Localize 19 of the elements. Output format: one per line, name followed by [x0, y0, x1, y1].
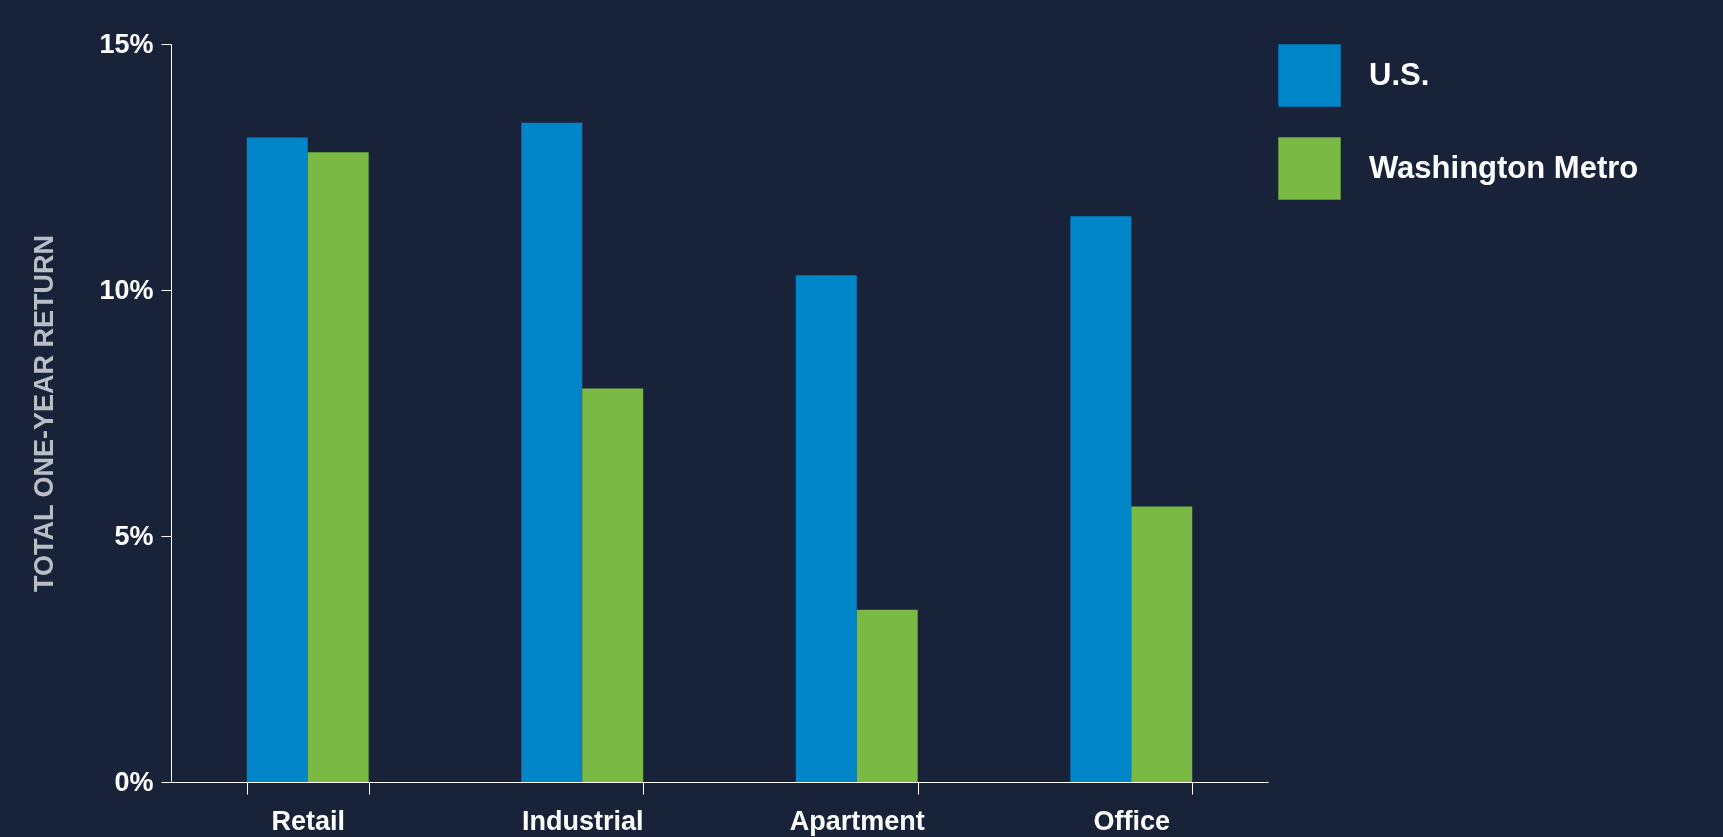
y-tick-label: 10% — [99, 274, 154, 305]
bar — [856, 609, 918, 782]
y-tick-label: 15% — [99, 28, 154, 59]
x-tick-label: Retail — [271, 805, 345, 836]
bar — [307, 152, 369, 782]
bar — [1070, 216, 1132, 782]
bar — [521, 122, 583, 782]
bar — [582, 388, 644, 782]
bar — [246, 137, 308, 782]
bar — [1131, 506, 1193, 782]
y-tick-label: 5% — [114, 520, 154, 551]
legend-label: Washington Metro — [1369, 149, 1639, 185]
x-tick-label: Industrial — [521, 805, 644, 836]
legend-label: U.S. — [1369, 56, 1430, 92]
x-tick-label: Office — [1093, 805, 1171, 836]
y-axis-title: TOTAL ONE-YEAR RETURN — [29, 234, 60, 593]
x-tick-label: Apartment — [789, 805, 925, 836]
y-tick-label: 0% — [114, 766, 154, 797]
bar — [795, 275, 857, 782]
